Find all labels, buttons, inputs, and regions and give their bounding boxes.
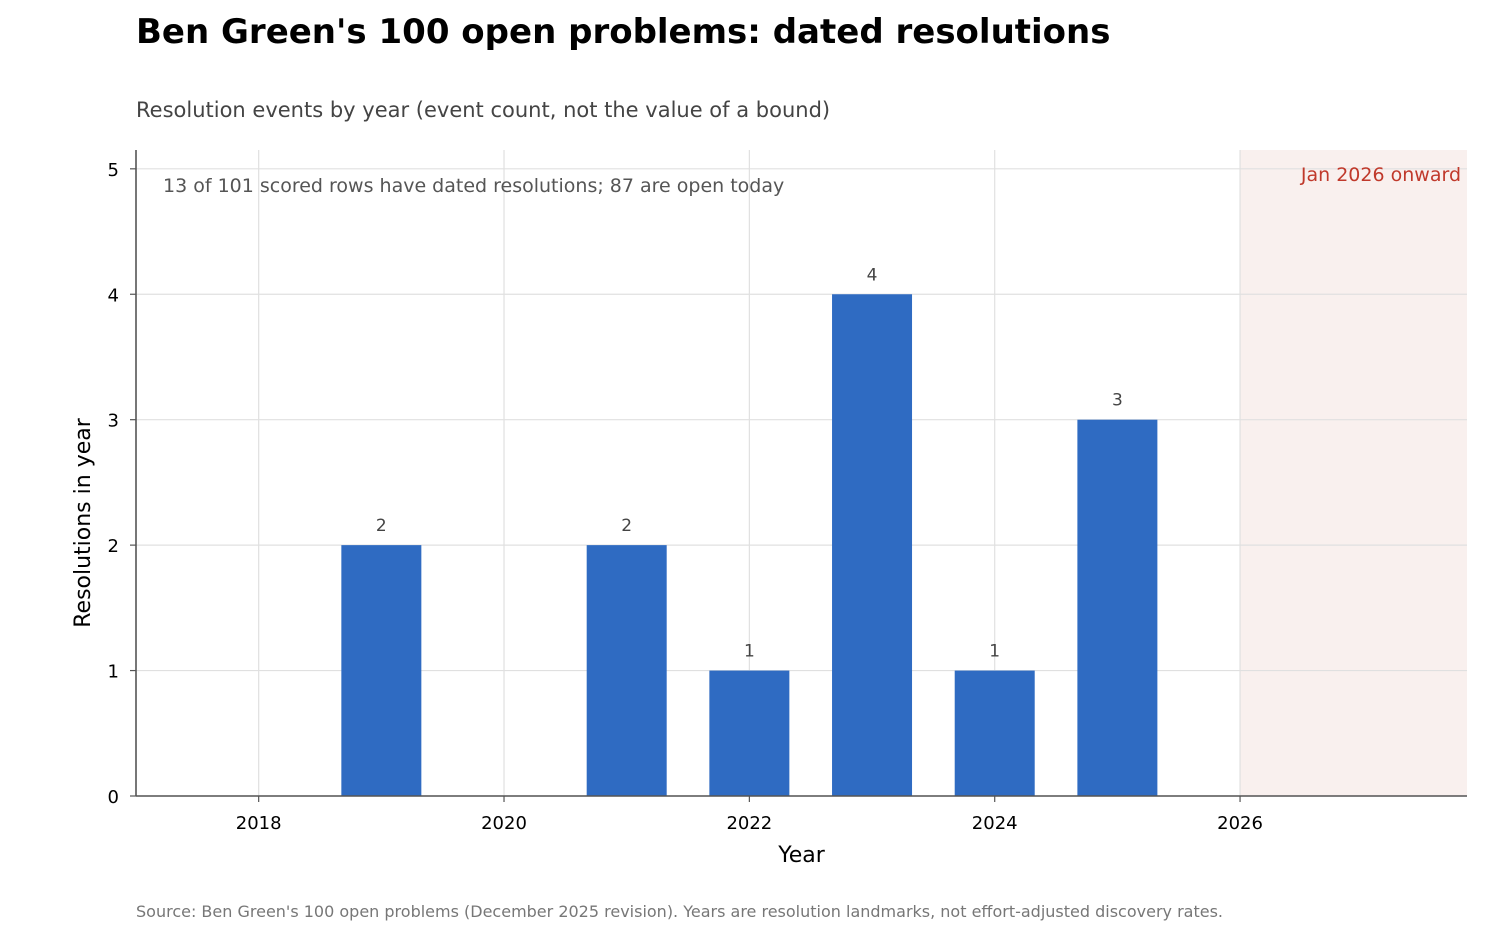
future-region [1240,150,1467,796]
bar-labels: 2 2 1 4 1 3 [376,265,1123,661]
bars [341,294,1158,796]
bar-value-label-2025: 3 [1112,391,1123,411]
chart-title: Ben Green's 100 open problems: dated res… [136,12,1111,52]
y-tick-label-5: 5 [108,160,119,181]
bar-2025 [1077,419,1158,796]
y-tick-label-1: 1 [108,662,119,683]
y-axis-title: Resolutions in year [71,417,96,627]
bar-value-label-2022: 1 [744,642,755,662]
bar-2019 [341,545,422,796]
bar-2024 [954,670,1035,796]
x-tick-label-2020: 2020 [481,813,527,834]
y-tick-label-4: 4 [108,285,119,306]
bar-value-label-2019: 2 [376,516,387,536]
chart-subtitle: Resolution events by year (event count, … [136,98,831,122]
y-tick-label-0: 0 [108,787,119,808]
x-tick-label-2024: 2024 [972,813,1018,834]
chart-annotation: 13 of 101 scored rows have dated resolut… [163,175,784,197]
bar-2022 [709,670,790,796]
x-tick-label-2026: 2026 [1217,813,1263,834]
bar-value-label-2021: 2 [621,516,632,536]
x-tick-label-2022: 2022 [726,813,772,834]
bar-value-label-2024: 1 [989,642,1000,662]
bar-2023 [832,294,913,796]
future-region-label: Jan 2026 onward [1300,164,1461,186]
y-tick-label-2: 2 [108,536,119,557]
y-tick-label-3: 3 [108,411,119,432]
axis-ticks: 2018 2020 2022 2024 2026 0 1 2 3 4 5 [108,160,1263,834]
x-tick-label-2018: 2018 [236,813,282,834]
bar-value-label-2023: 4 [867,265,878,285]
chart-source-note: Source: Ben Green's 100 open problems (D… [136,902,1223,921]
bar-2021 [586,545,667,796]
x-axis-title: Year [777,843,826,868]
